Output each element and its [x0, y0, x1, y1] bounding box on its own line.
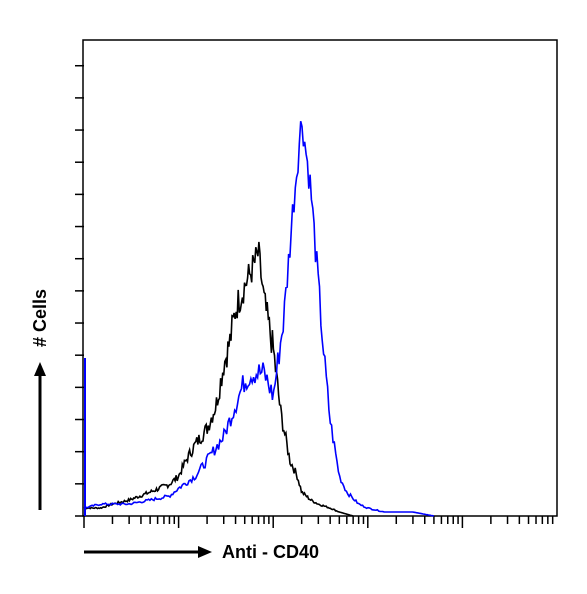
x-axis-label-group: Anti - CD40 — [84, 542, 319, 562]
series-line-blue — [83, 121, 435, 517]
y-axis-label: # Cells — [30, 289, 50, 347]
series-group — [83, 121, 435, 517]
x-axis-label: Anti - CD40 — [222, 542, 319, 562]
y-axis-ticks — [75, 64, 84, 517]
plot-frame — [82, 39, 558, 517]
x-axis-ticks — [83, 516, 554, 528]
y-axis-arrow-head — [34, 362, 46, 376]
y-axis-label-group: # Cells — [30, 289, 50, 510]
series-line-black — [83, 241, 354, 517]
x-axis-arrow-head — [198, 546, 212, 558]
plot-area — [75, 39, 558, 528]
